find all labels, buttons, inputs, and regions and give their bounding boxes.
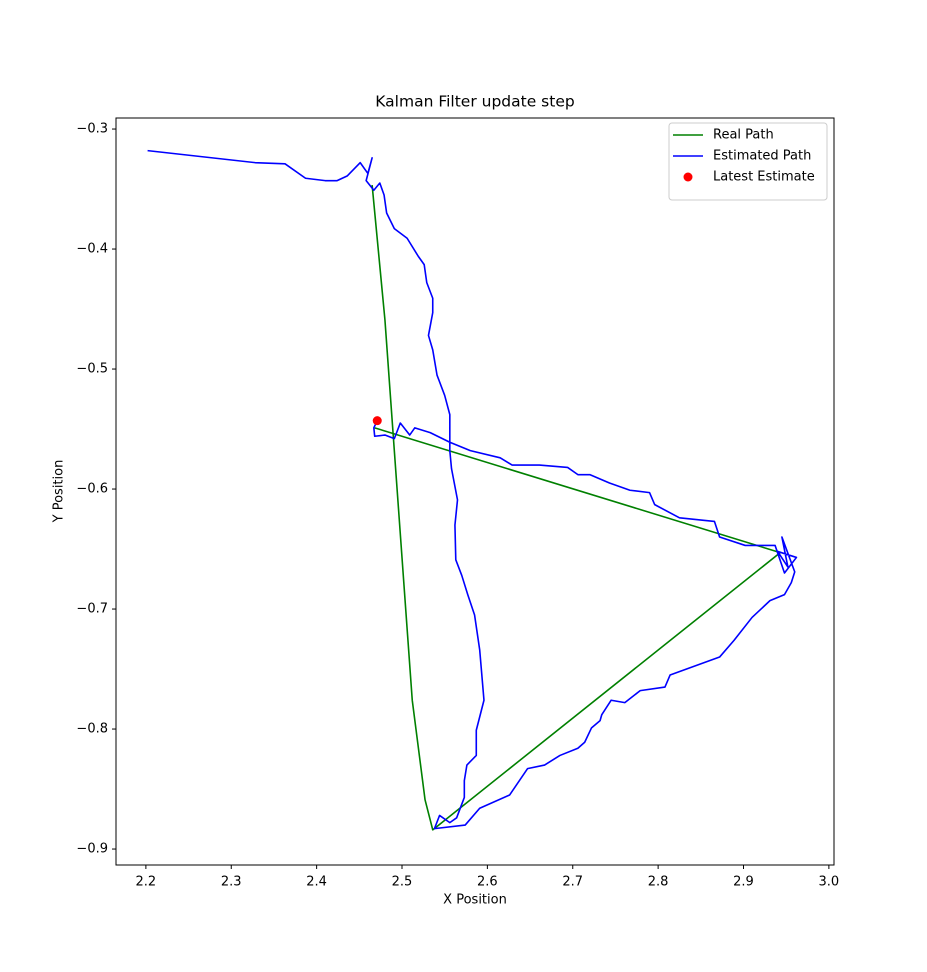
y-axis-label: Y Position <box>52 460 67 524</box>
legend-label: Real Path <box>713 128 774 143</box>
line <box>147 149 798 830</box>
x-tick-label: 2.4 <box>306 875 327 890</box>
y-tick-label: −0.6 <box>76 482 108 497</box>
x-tick-label: 2.3 <box>221 875 242 890</box>
x-tick-label: 2.8 <box>648 875 669 890</box>
line <box>371 185 782 831</box>
x-tick-label: 3.0 <box>819 875 840 890</box>
x-axis-label: X Position <box>443 893 507 908</box>
x-tick-label: 2.7 <box>562 875 583 890</box>
y-tick-label: −0.7 <box>76 602 108 617</box>
point <box>372 416 382 426</box>
chart-title: Kalman Filter update step <box>375 93 574 111</box>
legend-marker <box>683 172 693 182</box>
legend-box <box>668 122 828 201</box>
y-tick-label: −0.5 <box>76 362 108 377</box>
legend-label: Estimated Path <box>713 149 811 164</box>
y-tick-label: −0.3 <box>76 122 108 137</box>
y-tick-label: −0.4 <box>76 242 108 257</box>
y-tick-label: −0.9 <box>76 842 108 857</box>
x-tick-label: 2.9 <box>733 875 754 890</box>
legend-label: Latest Estimate <box>713 170 815 185</box>
x-tick-label: 2.2 <box>136 875 157 890</box>
x-tick-label: 2.5 <box>392 875 413 890</box>
y-tick-label: −0.8 <box>76 722 108 737</box>
x-tick-label: 2.6 <box>477 875 498 890</box>
plot-frame <box>115 117 835 866</box>
